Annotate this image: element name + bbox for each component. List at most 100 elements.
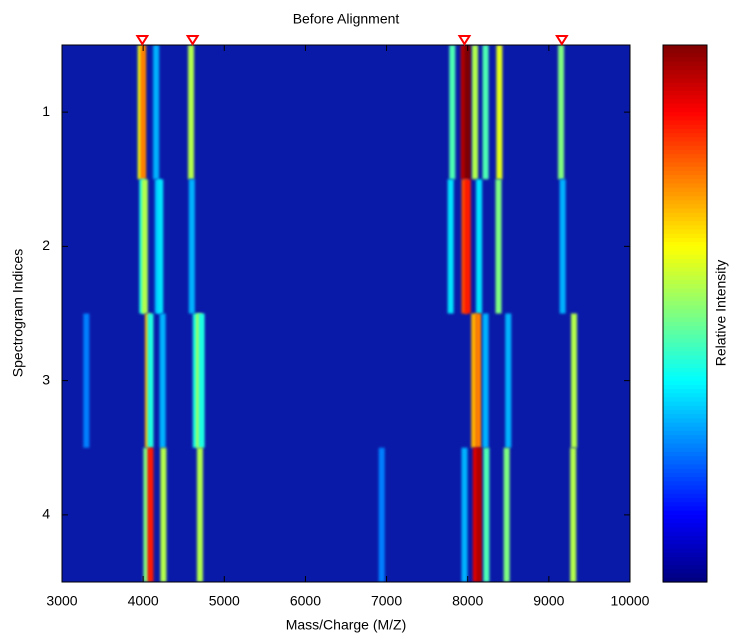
colorbar-cell [663,372,707,378]
colorbar-cell [663,154,707,159]
x-tick-label: 3000 [46,593,77,609]
colorbar-cell [663,305,707,310]
peak [483,447,490,582]
x-tick-label: 6000 [290,593,321,609]
colorbar-cell [663,217,707,222]
peak [461,179,468,314]
colorbar-cell [663,384,707,390]
colorbar-cell [663,363,707,369]
colorbar-cell [663,527,707,533]
peak [157,179,164,314]
reference-marker [185,35,200,46]
colorbar-cell [663,342,707,348]
peak [141,179,148,314]
peak [472,447,479,582]
colorbar-cell [663,409,707,415]
colorbar-cell [663,401,707,407]
colorbar-cell [663,254,707,260]
colorbar-cell [663,389,707,394]
colorbar-cell [663,179,707,185]
colorbar-cell [663,464,707,470]
colorbar-cell [663,502,707,508]
colorbar-cell [663,569,707,575]
plot-frame [61,44,631,583]
colorbar-cell [663,506,707,512]
colorbar-cell [663,456,707,461]
colorbar-cell [663,326,707,331]
colorbar-cell [663,565,707,571]
peak [198,313,205,448]
colorbar-cell [663,544,707,550]
reference-marker [457,35,472,46]
peak [482,45,489,180]
y-tick-label: 4 [42,506,50,522]
colorbar-cell [663,187,707,193]
colorbar-cell [663,78,707,84]
peak [475,313,482,448]
colorbar-cell [663,468,707,474]
colorbar-cell [663,271,707,277]
colorbar-cell [663,229,707,235]
colorbar-cell [663,258,707,264]
x-axis-label: Mass/Charge (M/Z) [286,617,407,633]
colorbar-cell [663,313,707,319]
colorbar-cell [663,61,707,67]
colorbar-cell [663,422,707,428]
peak [496,45,503,180]
colorbar-cell [663,510,707,516]
peak [449,45,456,180]
peak [147,313,154,448]
colorbar-cell [663,477,707,482]
colorbar-cell [663,116,707,122]
colorbar-cell [663,561,707,566]
colorbar-cell [663,53,707,59]
colorbar-cell [663,523,707,529]
colorbar-cell [663,196,707,201]
colorbar-cell [663,472,707,478]
colorbar-cell [663,414,707,419]
x-tick-label: 7000 [371,593,402,609]
colorbar-cell [663,443,707,449]
colorbar-cell [663,141,707,147]
peak [159,313,166,448]
peaks [83,45,578,582]
colorbar-cell [663,49,707,54]
colorbar-label: Relative Intensity [713,260,729,367]
reference-marker [135,35,150,46]
colorbar-cell [663,279,707,285]
colorbar-cell [663,489,707,495]
colorbar-cell [663,548,707,554]
colorbar-cell [663,460,707,466]
colorbar-cell [663,317,707,323]
colorbar-cell [663,158,707,164]
colorbar-cell [663,435,707,440]
colorbar-cell [663,145,707,151]
colorbar-cell [663,355,707,361]
peak [196,447,203,582]
colorbar-cell [663,112,707,117]
colorbar-cell [663,380,707,386]
peak [188,45,195,180]
colorbar-cell [663,552,707,558]
colorbar-cell [663,191,707,197]
colorbar-cell [663,237,707,243]
colorbar-cell [663,74,707,80]
colorbar-cell [663,57,707,63]
colorbar-cell [663,296,707,302]
peak [153,45,160,180]
peak [482,313,489,448]
colorbar-cell [663,359,707,365]
peak [570,447,577,582]
colorbar-cell [663,263,707,268]
colorbar-cell [663,540,707,545]
colorbar-cell [663,531,707,537]
colorbar-cell [663,70,707,75]
peak [140,45,147,180]
colorbar-cell [663,376,707,382]
x-tick-label: 8000 [452,593,483,609]
colorbar-cell [663,86,707,92]
colorbar-cell [663,124,707,130]
colorbar-cell [663,292,707,298]
colorbar-cell [663,447,707,453]
